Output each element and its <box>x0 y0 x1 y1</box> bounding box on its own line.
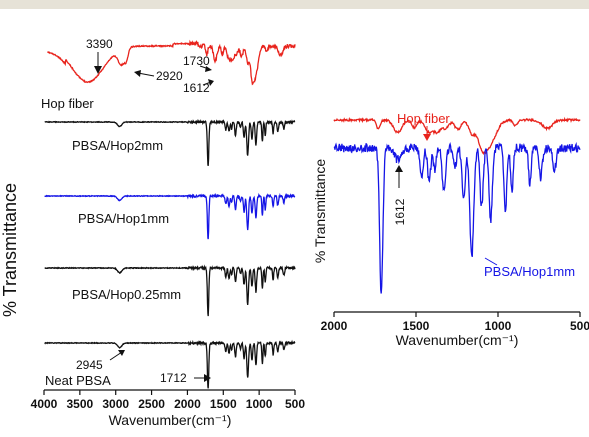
series-pbsa-hop1mm-left <box>44 192 296 240</box>
arrow-2920-head <box>134 70 141 77</box>
annotation-3390: 3390 <box>86 37 113 51</box>
left-tick-label: 1500 <box>210 397 237 411</box>
label-hop-fiber-left: Hop fiber <box>41 96 94 111</box>
pointer-pbsa-right <box>484 257 498 266</box>
arrow-2920-line <box>137 72 155 77</box>
right-tick-label: 500 <box>570 319 589 333</box>
label-pbsa-hop1mm-left: PBSA/Hop1mm <box>78 211 169 226</box>
left-tick-label: 500 <box>285 397 305 411</box>
annotation-1712: 1712 <box>160 371 187 385</box>
series-pbsa-hop1mm-right <box>333 141 581 294</box>
annotation-2945: 2945 <box>76 358 103 372</box>
left-y-axis-label: % Transmittance <box>0 183 20 317</box>
left-tick-label: 2000 <box>174 397 201 411</box>
left-panel: 4000 3500 3000 2500 2000 1500 1000 500 Wavenumb… <box>0 37 305 428</box>
left-tick-label: 3000 <box>102 397 129 411</box>
right-panel: 2000 1500 1000 500 Wavenumber(cm⁻¹) % Trans… <box>312 111 589 348</box>
right-x-ticks: 2000 1500 1000 500 <box>321 312 589 333</box>
left-tick-label: 4000 <box>31 397 58 411</box>
arrow-1612-right-head <box>395 165 403 172</box>
arrow-1712-head <box>204 374 211 382</box>
annotation-1730: 1730 <box>183 54 210 68</box>
arrow-1612-left-head <box>208 79 214 86</box>
top-bar <box>0 0 589 9</box>
annotation-2920: 2920 <box>156 69 183 83</box>
left-tick-label: 1000 <box>246 397 273 411</box>
right-y-axis-label: % Transmittance <box>312 159 328 263</box>
arrow-3390-head <box>94 66 102 74</box>
arrow-2945-line <box>109 351 123 361</box>
arrow-1730-head <box>205 66 212 72</box>
label-pbsa-hop025mm: PBSA/Hop0.25mm <box>72 287 181 302</box>
left-tick-label: 2500 <box>138 397 165 411</box>
right-x-axis-label: Wavenumber(cm⁻¹) <box>396 332 519 348</box>
series-pbsa-hop2mm <box>44 118 296 167</box>
left-curves <box>44 39 296 389</box>
series-pbsa-hop025mm <box>44 264 296 317</box>
series-neat-pbsa <box>44 339 296 389</box>
label-pbsa-hop2mm: PBSA/Hop2mm <box>72 138 163 153</box>
arrow-2945-head <box>118 350 125 356</box>
left-tick-label: 3500 <box>67 397 94 411</box>
left-x-axis-label: Wavenumber(cm⁻¹) <box>109 412 232 428</box>
annotation-1612-left: 1612 <box>183 81 210 95</box>
left-x-ticks: 4000 3500 3000 2500 2000 1500 1000 500 <box>31 390 305 411</box>
series-hop-fiber-right <box>333 116 581 156</box>
label-pbsa-hop1mm-right: PBSA/Hop1mm <box>484 264 575 279</box>
right-tick-label: 1500 <box>403 319 430 333</box>
label-neat-pbsa: Neat PBSA <box>45 373 111 388</box>
label-hop-fiber-right: Hop fiber <box>397 111 450 126</box>
right-tick-label: 2000 <box>321 319 348 333</box>
right-curves <box>333 116 581 294</box>
series-hop-fiber-left <box>47 39 296 86</box>
right-tick-label: 1000 <box>485 319 512 333</box>
arrow-hop-right-head <box>423 134 431 141</box>
annotation-1612-right: 1612 <box>393 198 407 225</box>
